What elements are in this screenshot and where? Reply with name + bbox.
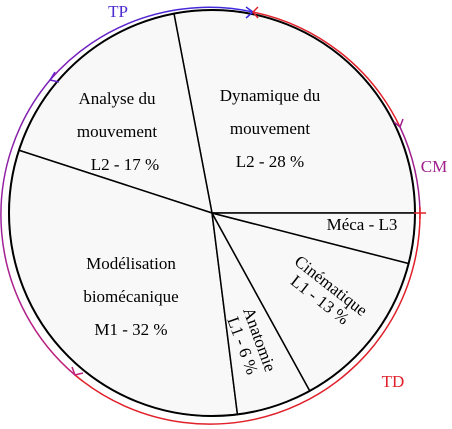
label-text: Modélisation (86, 254, 176, 273)
slice-label: Méca - L3 (327, 215, 398, 234)
label-text: mouvement (77, 122, 158, 141)
tp-arc (49, 6, 254, 81)
cm-arc (399, 126, 421, 214)
label-text: Analyse du (79, 89, 156, 108)
slice-label: Dynamique du mouvement L2 - 28 % (220, 86, 321, 171)
annotation: TP (108, 2, 128, 21)
arc-top-right (252, 11, 401, 128)
left-arc (0, 79, 76, 376)
slice-label: Analyse du mouvement L2 - 17 % (77, 89, 159, 174)
label-text: biomécanique (83, 287, 178, 306)
annotation: CM (421, 157, 447, 176)
pie-slice (173, 9, 416, 214)
label-text: L2 - 28 % (236, 152, 304, 171)
label-text: Dynamique du (220, 86, 321, 105)
label-text: mouvement (230, 119, 311, 138)
arc-markers (48, 6, 426, 376)
td-arc (74, 212, 421, 425)
label-text: Méca - L3 (327, 215, 398, 234)
annotation: TD (382, 372, 405, 391)
slice-label: Modélisation biomécanique M1 - 32 % (83, 254, 178, 339)
label-text: L2 - 17 % (91, 155, 159, 174)
label-text: M1 - 32 % (94, 320, 167, 339)
